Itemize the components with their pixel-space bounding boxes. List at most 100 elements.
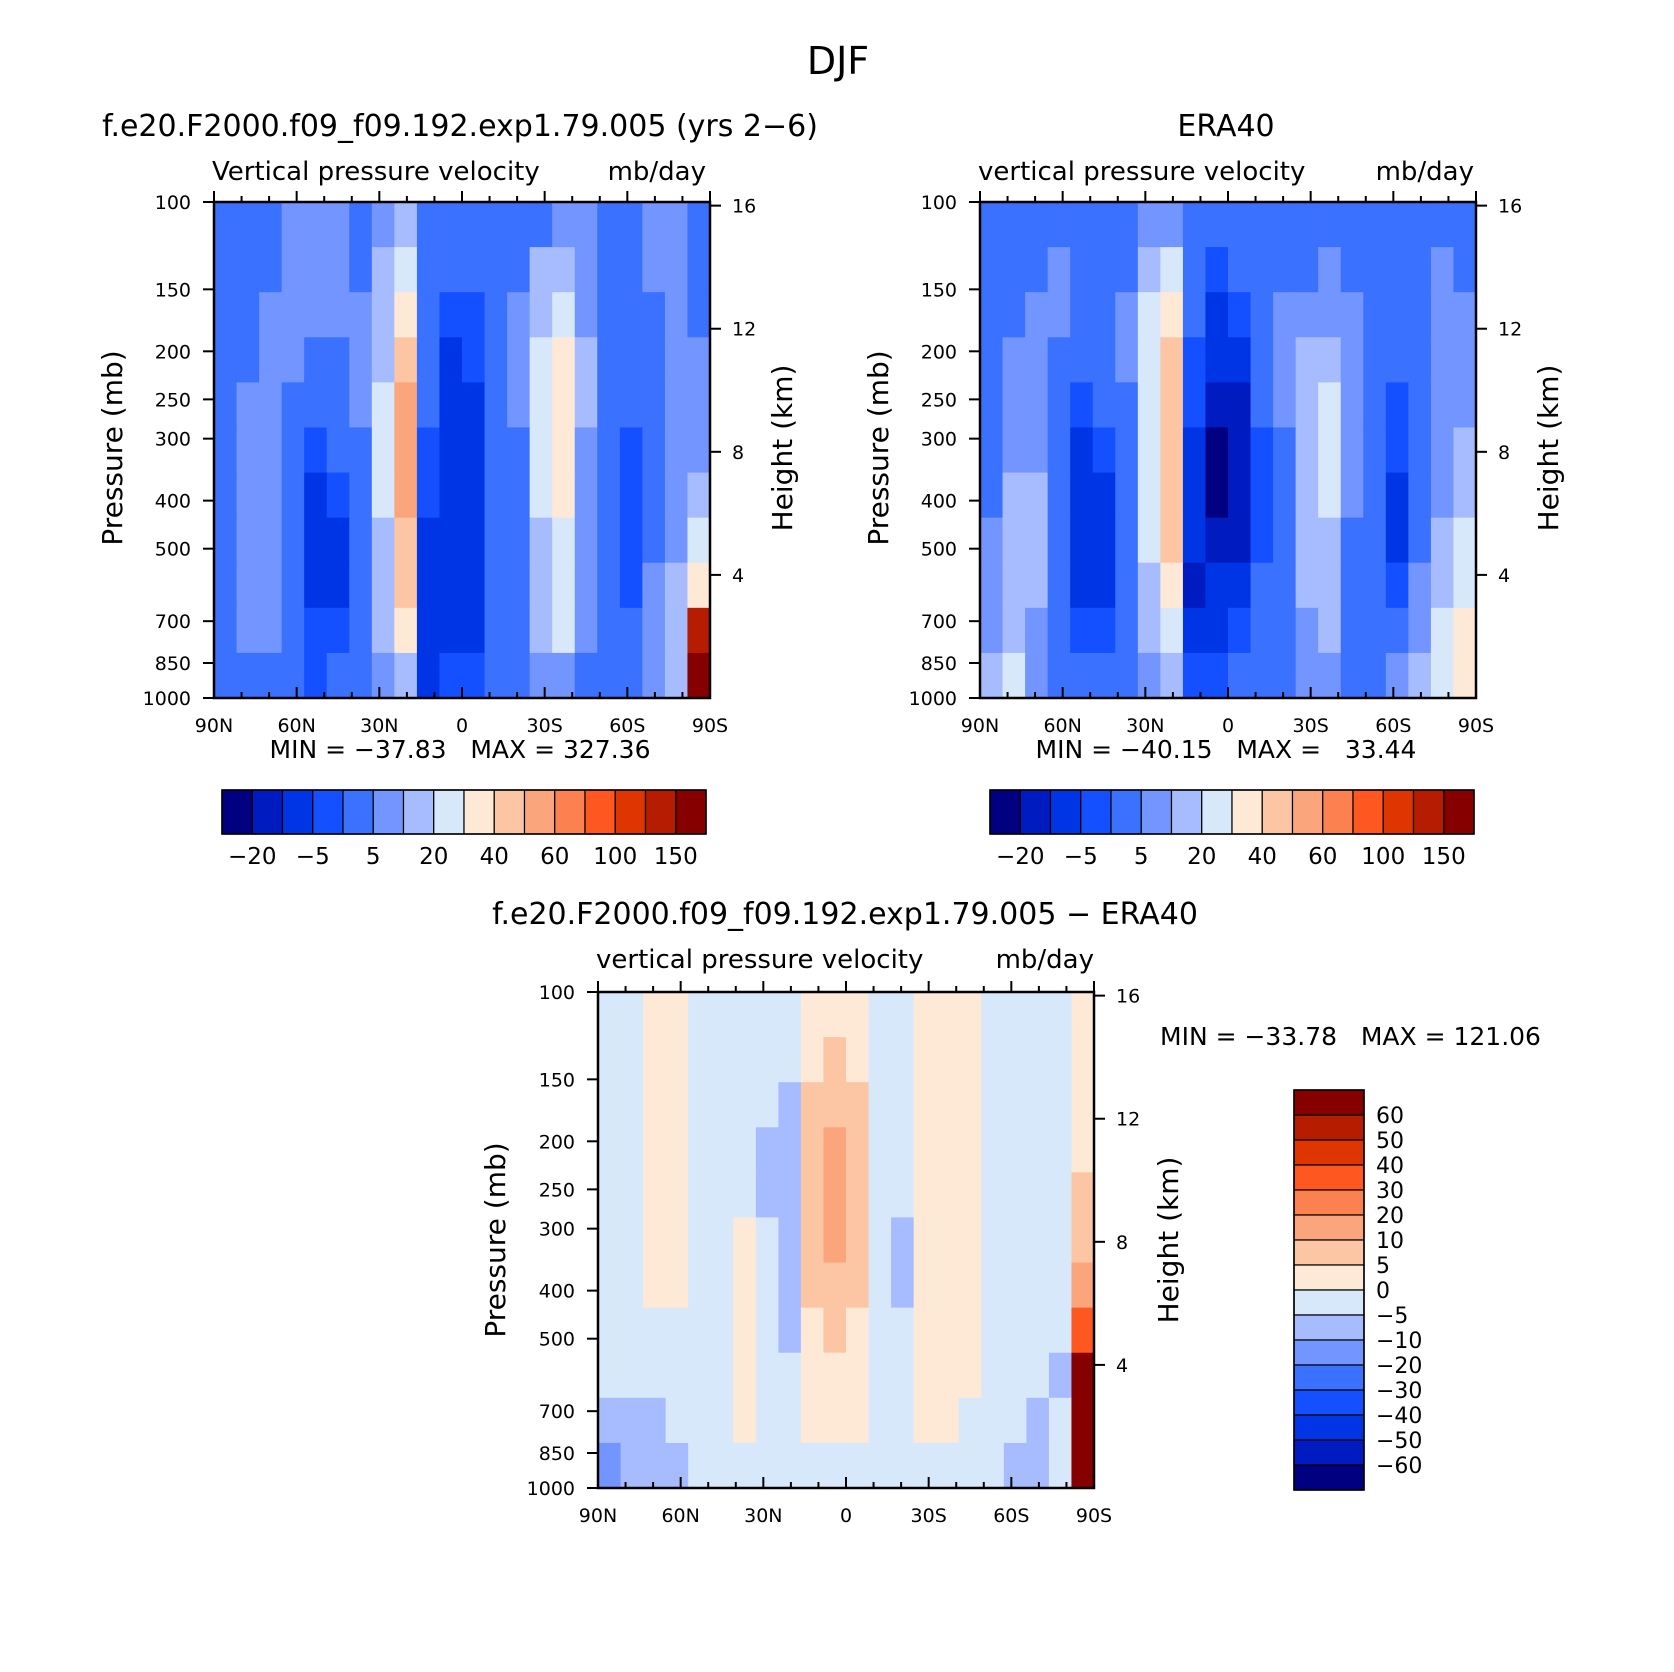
- field-cell: [598, 1082, 622, 1128]
- field-cell: [507, 517, 531, 564]
- field-cell: [1048, 1037, 1073, 1083]
- field-cell: [642, 472, 666, 519]
- field-cell: [664, 517, 689, 564]
- field-cell: [823, 1352, 847, 1399]
- field-cell: [304, 247, 328, 293]
- field-cell: [462, 337, 486, 383]
- panel-difference-axes: 90N 60N 30N 0 30S 60S 90S 100 150 200 250 300 400 500…: [527, 981, 1140, 1527]
- field-cell: [891, 1397, 915, 1444]
- field-cell: [326, 382, 350, 429]
- field-cell: [755, 992, 779, 1038]
- field-cell: [733, 1037, 757, 1083]
- field-cell: [981, 1307, 1005, 1354]
- field-cell: [1160, 607, 1184, 654]
- field-cell: [1071, 1217, 1095, 1264]
- field-cell: [1205, 472, 1229, 519]
- field-cell: [643, 1172, 667, 1219]
- field-cell: [259, 562, 283, 609]
- field-cell: [1250, 517, 1274, 564]
- y-tick-label: 700: [539, 1401, 575, 1423]
- field-cell: [1092, 427, 1116, 474]
- field-cell: [1003, 992, 1027, 1038]
- field-cell: [439, 382, 463, 429]
- field-cell: [236, 652, 260, 699]
- field-cell: [913, 1082, 937, 1128]
- field-cell: [326, 472, 350, 519]
- colorbar-frame: [989, 789, 1475, 835]
- field-cell: [755, 1442, 779, 1489]
- field-cell: [687, 562, 711, 609]
- field-cell: [1182, 607, 1207, 654]
- field-cell: [416, 427, 441, 474]
- field-cell: [1250, 652, 1274, 699]
- colorbar-label: −20: [996, 844, 1045, 870]
- field-cell: [687, 607, 711, 654]
- y-tick-label: 400: [539, 1281, 575, 1303]
- y-tick-label: 1000: [527, 1478, 575, 1500]
- field-cell: [552, 652, 576, 699]
- field-cell: [664, 247, 689, 293]
- field-cell: [484, 472, 508, 519]
- colorbar-swatch: [1293, 1289, 1365, 1316]
- field-cell: [642, 382, 666, 429]
- panel-era40: ERA40 vertical pressure velocity mb/day …: [862, 109, 1565, 870]
- field-cell: [1047, 247, 1071, 293]
- field-cell: [1340, 562, 1364, 609]
- colorbar-frame: [221, 789, 707, 835]
- colorbar-swatch: [1412, 789, 1445, 835]
- colorbar-label: −30: [1376, 1379, 1422, 1404]
- field-cell: [846, 1352, 870, 1399]
- field-cell: [688, 1442, 712, 1489]
- field-cell: [326, 247, 350, 293]
- field-cell: [868, 992, 892, 1038]
- field-cell: [1250, 292, 1274, 338]
- panel-model-field: [214, 202, 711, 699]
- field-cell: [1026, 1397, 1050, 1444]
- field-cell: [1048, 1262, 1073, 1309]
- field-cell: [574, 517, 598, 564]
- field-cell: [529, 652, 553, 699]
- panel-model-subtitle-left: Vertical pressure velocity: [212, 157, 540, 187]
- field-cell: [1408, 562, 1432, 609]
- field-cell: [778, 1037, 802, 1083]
- field-cell: [1318, 652, 1342, 699]
- field-cell: [1250, 382, 1274, 429]
- y-tick-label: 300: [155, 429, 191, 451]
- field-cell: [281, 607, 305, 654]
- field-cell: [846, 1442, 870, 1489]
- field-cell: [1137, 202, 1161, 248]
- field-cell: [664, 382, 689, 429]
- field-cell: [1340, 202, 1364, 248]
- field-cell: [619, 337, 643, 383]
- field-cell: [1048, 1082, 1073, 1128]
- field-cell: [597, 292, 621, 338]
- field-cell: [214, 382, 238, 429]
- colorbar-label: −40: [1376, 1404, 1422, 1429]
- field-cell: [710, 1307, 734, 1354]
- field-cell: [981, 1262, 1005, 1309]
- field-cell: [1160, 517, 1184, 564]
- field-cell: [439, 562, 463, 609]
- field-cell: [326, 202, 350, 248]
- colorbar-swatch: [1293, 1389, 1365, 1416]
- field-cell: [1182, 472, 1207, 519]
- x-tick-label: 90S: [692, 715, 728, 737]
- field-cell: [507, 472, 531, 519]
- panel-difference: f.e20.F2000.f09_f09.192.exp1.79.005 − ER…: [479, 897, 1541, 1527]
- field-cell: [484, 202, 508, 248]
- field-cell: [529, 247, 553, 293]
- field-cell: [416, 472, 441, 519]
- colorbar-swatch: [1049, 789, 1082, 835]
- field-cell: [778, 992, 802, 1038]
- field-cell: [913, 992, 937, 1038]
- field-cell: [462, 382, 486, 429]
- field-cell: [1453, 562, 1477, 609]
- field-cell: [1025, 337, 1049, 383]
- field-cell: [664, 607, 689, 654]
- field-cell: [1273, 652, 1297, 699]
- field-cell: [394, 607, 418, 654]
- field-cell: [281, 517, 305, 564]
- field-cell: [664, 292, 689, 338]
- field-cell: [891, 992, 915, 1038]
- field-cell: [868, 1352, 892, 1399]
